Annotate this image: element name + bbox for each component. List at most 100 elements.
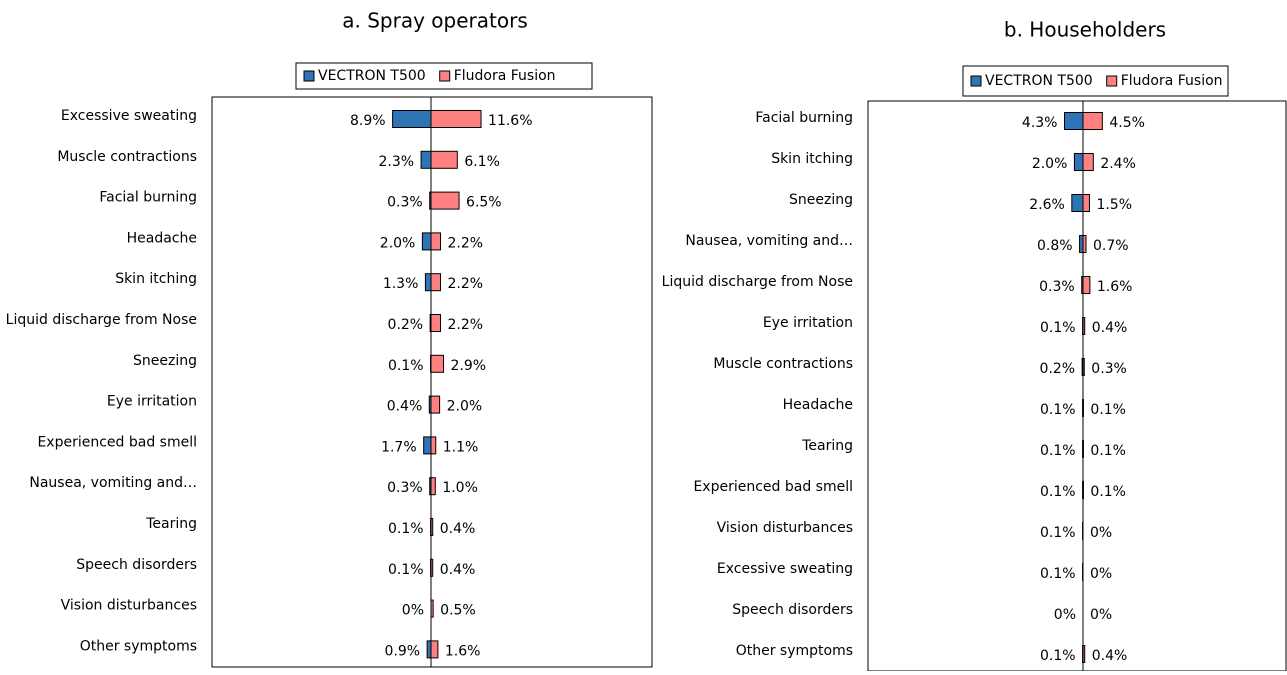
value-label: 1.3%: [383, 276, 419, 292]
bar: [431, 111, 481, 128]
value-label: 0.1%: [1040, 484, 1076, 500]
category-label: Tearing: [801, 438, 853, 454]
value-label: 0.1%: [1040, 525, 1076, 541]
value-label: 0.1%: [1040, 648, 1076, 664]
value-label: 0.2%: [388, 317, 424, 333]
category-label: Headache: [783, 397, 853, 413]
category-label: Nausea, vomiting and…: [685, 233, 853, 249]
value-label: 0.3%: [387, 195, 423, 211]
value-label: 4.3%: [1022, 115, 1058, 131]
legend-swatch: [1107, 76, 1117, 86]
legend-label: VECTRON T500: [985, 73, 1093, 89]
bar: [431, 233, 440, 250]
value-label: 2.0%: [1032, 156, 1068, 172]
bar: [422, 233, 431, 250]
bar: [1083, 318, 1085, 335]
legend-label: Fludora Fusion: [1121, 73, 1223, 89]
bar: [431, 478, 435, 495]
value-label: 0.3%: [1039, 279, 1075, 295]
category-label: Eye irritation: [107, 394, 197, 410]
value-label: 0.1%: [1090, 484, 1126, 500]
category-label: Headache: [127, 230, 197, 246]
category-label: Experienced bad smell: [693, 479, 853, 495]
value-label: 0.4%: [1092, 320, 1128, 336]
bar: [431, 396, 440, 413]
value-label: 0.1%: [1040, 566, 1076, 582]
category-label: Experienced bad smell: [37, 434, 197, 450]
legend-label: Fludora Fusion: [454, 68, 556, 84]
value-label: 2.0%: [447, 399, 483, 415]
value-label: 11.6%: [488, 113, 532, 129]
value-label: 0.9%: [385, 643, 421, 659]
value-label: 0%: [1090, 566, 1112, 582]
plot-frame: [868, 101, 1286, 671]
bar: [431, 641, 438, 658]
bar: [431, 600, 433, 617]
value-label: 2.0%: [380, 235, 416, 251]
category-label: Speech disorders: [732, 602, 853, 618]
bar: [1072, 195, 1083, 212]
bar: [431, 315, 440, 332]
bar: [431, 559, 433, 576]
bar: [1083, 277, 1090, 294]
category-label: Facial burning: [99, 190, 197, 206]
value-label: 1.6%: [1097, 279, 1133, 295]
category-label: Facial burning: [755, 110, 853, 126]
value-label: 2.3%: [379, 154, 415, 170]
category-label: Speech disorders: [76, 557, 197, 573]
value-label: 2.9%: [451, 358, 487, 374]
value-label: 0%: [1090, 525, 1112, 541]
value-label: 0.4%: [440, 562, 476, 578]
value-label: 0.4%: [387, 399, 423, 415]
category-label: Muscle contractions: [713, 356, 853, 372]
value-label: 0.2%: [1040, 361, 1076, 377]
bar: [431, 519, 433, 536]
bar: [425, 274, 431, 291]
category-label: Excessive sweating: [61, 108, 197, 124]
legend-swatch: [304, 71, 314, 81]
value-label: 8.9%: [350, 113, 386, 129]
value-label: 1.0%: [442, 480, 478, 496]
value-label: 0.1%: [388, 521, 424, 537]
value-label: 2.2%: [447, 235, 483, 251]
bar: [1083, 359, 1084, 376]
value-label: 0%: [1054, 607, 1076, 623]
bar: [421, 151, 431, 168]
value-label: 0.7%: [1093, 238, 1129, 254]
bar: [1083, 195, 1089, 212]
category-label: Other symptoms: [80, 638, 197, 654]
value-label: 0.1%: [388, 562, 424, 578]
bar: [1065, 113, 1083, 130]
value-label: 2.2%: [447, 276, 483, 292]
category-label: Other symptoms: [736, 643, 853, 659]
value-label: 1.7%: [381, 439, 417, 455]
category-label: Eye irritation: [763, 315, 853, 331]
value-label: 0%: [1090, 607, 1112, 623]
bar: [427, 641, 431, 658]
category-label: Liquid discharge from Nose: [6, 312, 197, 328]
category-label: Skin itching: [771, 151, 853, 167]
value-label: 0.4%: [1092, 648, 1128, 664]
value-label: 1.1%: [443, 439, 479, 455]
category-label: Nausea, vomiting and…: [29, 475, 197, 491]
value-label: 0.1%: [1040, 443, 1076, 459]
category-label: Sneezing: [133, 353, 197, 369]
chart-title: b. Householders: [1004, 18, 1166, 42]
bar: [431, 192, 459, 209]
value-label: 0.3%: [387, 480, 423, 496]
bar: [1083, 646, 1085, 663]
value-label: 0.1%: [388, 358, 424, 374]
legend-label: VECTRON T500: [318, 68, 426, 84]
value-label: 6.5%: [466, 195, 502, 211]
category-label: Vision disturbances: [61, 598, 197, 614]
category-label: Muscle contractions: [57, 149, 197, 165]
value-label: 0.4%: [440, 521, 476, 537]
bar: [1083, 113, 1102, 130]
bar: [1080, 236, 1083, 253]
bar: [393, 111, 431, 128]
legend-swatch: [440, 71, 450, 81]
bar: [431, 437, 436, 454]
value-label: 1.6%: [445, 643, 481, 659]
legend-swatch: [971, 76, 981, 86]
